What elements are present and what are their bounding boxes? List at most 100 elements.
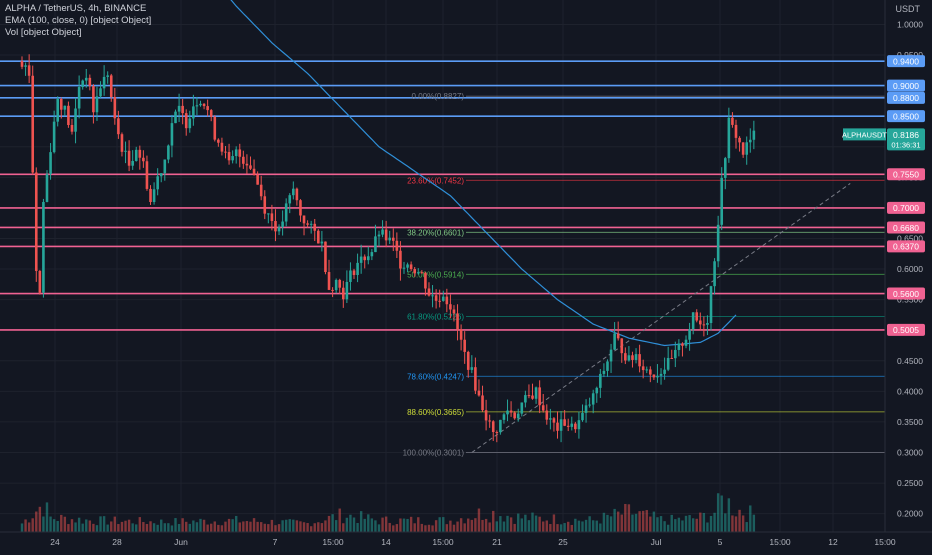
candle-body xyxy=(124,150,127,152)
candle-body xyxy=(338,279,342,288)
volume-bar xyxy=(231,519,234,532)
volume-bar xyxy=(724,513,727,532)
candle-body xyxy=(516,413,520,419)
volume-bar xyxy=(185,521,188,532)
volume-bar xyxy=(195,522,199,532)
volume-legend[interactable]: Vol [object Object] xyxy=(5,27,82,38)
volume-bar xyxy=(163,523,166,532)
candle-body xyxy=(45,174,49,202)
volume-bar xyxy=(570,524,573,532)
volume-bar xyxy=(392,525,395,532)
candle-body xyxy=(352,270,356,275)
volume-bar xyxy=(477,508,481,532)
volume-bar xyxy=(738,509,741,532)
candle-body xyxy=(102,76,106,89)
candle-body xyxy=(527,395,531,397)
ema-legend[interactable]: EMA (100, close, 0) [object Object] xyxy=(5,15,152,26)
volume-bar xyxy=(60,514,63,532)
volume-bar xyxy=(663,521,666,532)
volume-bar xyxy=(588,516,591,532)
time-axis-bg xyxy=(0,532,932,550)
candle-body xyxy=(577,420,581,430)
candle-body xyxy=(520,402,524,414)
candle-body xyxy=(224,151,227,153)
candle-body xyxy=(81,80,84,88)
candle-body xyxy=(320,241,324,244)
level-price-tag-label: 0.5600 xyxy=(893,289,919,299)
fib-label: 61.80%(0.5226) xyxy=(407,312,464,321)
candle-body xyxy=(513,412,516,419)
volume-bar xyxy=(449,520,452,532)
fib-label: 23.60%(0.7452) xyxy=(407,176,464,185)
candle-body xyxy=(181,105,184,114)
volume-bar xyxy=(631,514,634,532)
candle-body xyxy=(345,281,349,300)
candle-body xyxy=(324,241,327,273)
level-price-tag-label: 0.9000 xyxy=(893,81,919,91)
price-tick-label: 0.2500 xyxy=(897,478,923,488)
volume-bar xyxy=(70,519,74,532)
volume-bar xyxy=(356,523,359,532)
volume-bar xyxy=(513,523,516,532)
volume-bar xyxy=(352,517,356,532)
candle-body xyxy=(752,130,756,140)
candle-body xyxy=(202,103,206,107)
volume-bar xyxy=(427,524,431,532)
fib-label: 38.20%(0.6601) xyxy=(407,228,464,237)
candle-body xyxy=(524,395,527,403)
volume-bar xyxy=(606,514,609,532)
candle-body xyxy=(77,87,81,109)
candle-body xyxy=(449,304,452,310)
volume-bar xyxy=(67,524,70,532)
level-price-tag xyxy=(887,55,925,68)
volume-bar xyxy=(509,517,513,532)
candle-body xyxy=(109,75,113,98)
volume-bar xyxy=(138,517,142,532)
volume-bar xyxy=(592,520,595,532)
volume-bar xyxy=(113,516,117,532)
volume-bar xyxy=(688,515,691,532)
candle-body xyxy=(470,367,474,370)
candle-body xyxy=(663,369,666,374)
candle-body xyxy=(349,270,352,282)
volume-bar xyxy=(456,521,459,532)
candle-body xyxy=(38,270,42,293)
candle-body xyxy=(306,223,309,225)
price-tick-label: 0.2000 xyxy=(897,509,923,519)
volume-bar xyxy=(349,514,352,532)
volume-bar xyxy=(24,519,27,532)
volume-bar xyxy=(217,524,220,532)
candle-body xyxy=(152,189,156,203)
volume-bar xyxy=(709,515,713,532)
volume-bar xyxy=(149,521,152,532)
volume-bar xyxy=(492,510,495,532)
candle-body xyxy=(245,163,249,166)
time-tick-label: 15:00 xyxy=(432,537,454,547)
chart-legend: ALPHA / TetherUS, 4h, BINANCE EMA (100, … xyxy=(5,3,151,39)
volume-bar xyxy=(584,519,588,532)
volume-bar xyxy=(474,518,477,532)
symbol-legend[interactable]: ALPHA / TetherUS, 4h, BINANCE xyxy=(5,3,147,14)
candle-body xyxy=(356,262,359,275)
candle-body xyxy=(563,419,566,426)
volume-bar xyxy=(388,522,391,532)
candle-body xyxy=(106,75,109,77)
volume-bar xyxy=(670,514,673,532)
candle-body xyxy=(652,374,656,378)
time-tick-label: 21 xyxy=(492,537,502,547)
volume-bar xyxy=(313,523,316,532)
volume-bar xyxy=(238,522,241,532)
candle-body xyxy=(331,289,334,291)
candle-body xyxy=(624,353,627,361)
volume-bar xyxy=(731,515,734,532)
fib-label: 50.00%(0.5914) xyxy=(407,270,464,279)
candle-body xyxy=(599,373,602,388)
volume-bar xyxy=(602,512,606,532)
volume-bar xyxy=(342,523,345,532)
fibonacci-retracement: 0.00%(0.8827) 23.60%(0.7452) 38.20%(0.6601… xyxy=(403,92,885,457)
volume-bar xyxy=(367,514,370,532)
candle-body xyxy=(170,123,174,146)
level-price-tag xyxy=(887,110,925,123)
